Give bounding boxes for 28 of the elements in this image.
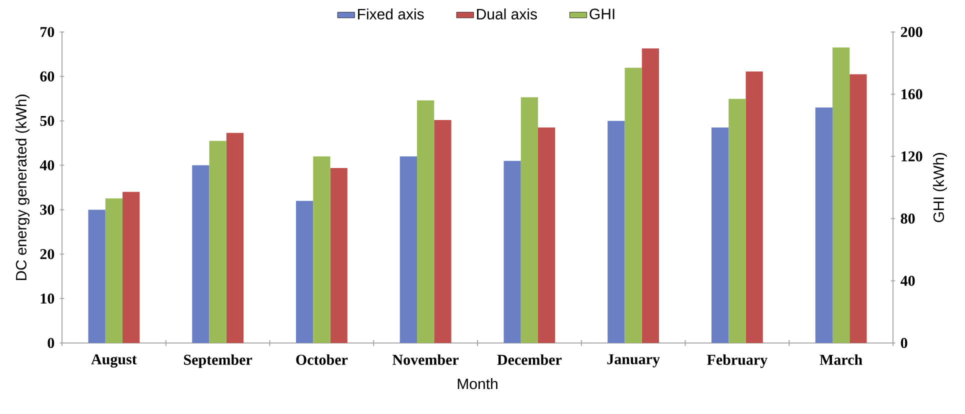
y2-tick-label: 40 <box>900 276 915 286</box>
y-tick-label: 40 <box>40 160 54 170</box>
x-tick-label: December <box>497 354 562 365</box>
y-tick-label: 60 <box>40 71 54 82</box>
x-tick-label: January <box>607 354 660 368</box>
x-tick-label: February <box>707 354 768 368</box>
y-tick-label: 70 <box>40 26 54 38</box>
legend-label: Fixed axis <box>358 8 424 20</box>
y2-axis-title: GHI (kWh) <box>933 153 947 222</box>
y-tick-label: 30 <box>40 204 54 215</box>
y-tick-label: 0 <box>48 338 54 348</box>
y-axis-title: DC energy generated (kWh) <box>16 94 30 280</box>
y2-tick-label: 80 <box>900 214 915 224</box>
legend-label: Dual axis <box>477 8 537 20</box>
y2-tick-label: 120 <box>902 151 922 162</box>
y-tick-label: 20 <box>40 249 54 260</box>
y-tick-label: 50 <box>40 116 54 126</box>
x-tick-label: August <box>91 354 137 368</box>
x-tick-label: September <box>184 354 252 368</box>
legend-label: GHI <box>590 8 614 20</box>
y-tick-label: 10 <box>40 294 54 304</box>
y2-tick-label: 0 <box>900 338 908 348</box>
x-tick-label: November <box>392 354 459 365</box>
x-tick-label: October <box>296 354 348 365</box>
x-axis-title: Month <box>458 378 498 390</box>
x-tick-label: March <box>820 354 862 365</box>
y2-tick-label: 160 <box>902 89 922 100</box>
y2-tick-label: 200 <box>900 26 922 38</box>
